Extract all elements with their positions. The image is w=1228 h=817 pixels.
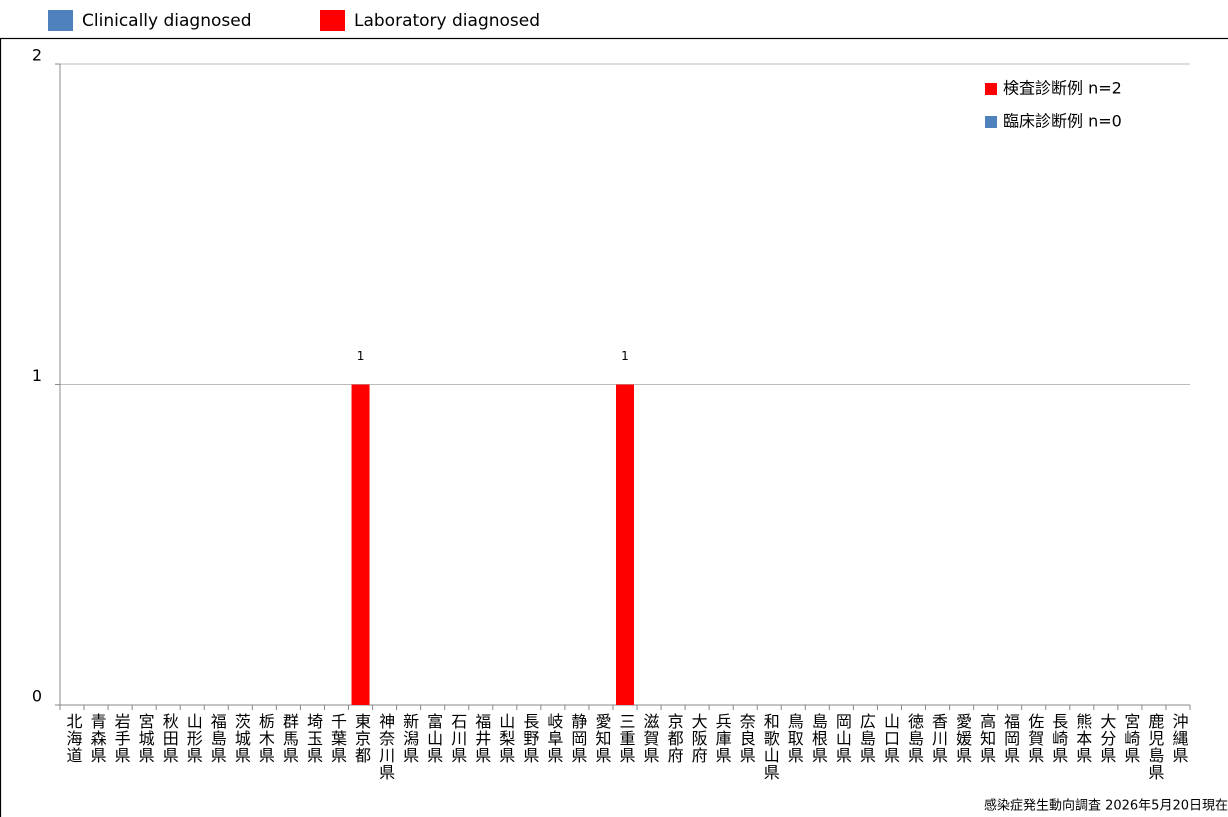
- x-tick-label: 青森県: [88, 713, 107, 764]
- data-label: 1: [621, 349, 629, 363]
- x-tick-label: 長野県: [520, 713, 539, 764]
- x-tick-label: 静岡県: [568, 713, 587, 764]
- inner-legend-swatch: [985, 83, 997, 95]
- x-tick-label: 栃木県: [256, 713, 275, 764]
- x-tick-label: 岡山県: [833, 713, 852, 764]
- x-tick-label: 高知県: [977, 713, 996, 764]
- y-tick-label: 2: [32, 46, 42, 65]
- x-tick-label: 宮城県: [136, 713, 155, 764]
- x-tick-label: 神奈川県: [376, 713, 395, 781]
- data-label: 1: [357, 349, 365, 363]
- inner-legend-swatch: [985, 116, 997, 128]
- x-tick-label: 広島県: [857, 713, 876, 764]
- x-tick-label: 岐阜県: [544, 713, 563, 764]
- x-tick-label: 沖縄県: [1169, 713, 1188, 764]
- x-tick-label: 山口県: [881, 713, 900, 764]
- x-tick-label: 福岡県: [1001, 713, 1020, 764]
- x-tick-label: 鳥取県: [785, 713, 804, 764]
- y-tick-label: 1: [32, 366, 42, 385]
- inner-legend-label: 臨床診断例 n=0: [1003, 112, 1122, 131]
- x-tick-label: 愛媛県: [953, 713, 972, 764]
- x-tick-label: 奈良県: [737, 713, 756, 764]
- x-tick-label: 宮崎県: [1121, 713, 1140, 764]
- x-tick-label: 大分県: [1097, 713, 1116, 764]
- x-tick-label: 福島県: [208, 713, 227, 764]
- x-tick-label: 愛知県: [592, 713, 611, 764]
- x-tick-label: 福井県: [472, 713, 491, 764]
- footnote: 感染症発生動向調査 2026年5月20日現在: [984, 798, 1228, 814]
- x-tick-label: 佐賀県: [1025, 713, 1044, 764]
- x-tick-label: 新潟県: [400, 713, 419, 764]
- x-tick-label: 鹿児島県: [1145, 713, 1164, 781]
- x-tick-label: 長崎県: [1049, 713, 1068, 764]
- x-tick-label: 石川県: [448, 713, 467, 764]
- x-tick-label: 千葉県: [328, 713, 347, 764]
- legend-label: Clinically diagnosed: [82, 11, 252, 31]
- bar: [351, 384, 370, 705]
- bar: [616, 384, 634, 705]
- chart-frame: [0, 37, 1228, 817]
- legend-swatch: [320, 10, 345, 31]
- x-tick-label: 群馬県: [280, 713, 299, 764]
- x-tick-label: 香川県: [929, 713, 948, 764]
- x-tick-label: 島根県: [809, 713, 828, 764]
- x-tick-label: 茨城県: [232, 713, 251, 764]
- x-tick-label: 和歌山県: [761, 713, 780, 781]
- legend-label: Laboratory diagnosed: [354, 11, 540, 31]
- x-tick-label: 兵庫県: [713, 713, 732, 764]
- legend-swatch: [48, 10, 73, 31]
- x-tick-label: 岩手県: [112, 713, 131, 764]
- x-tick-label: 山形県: [184, 713, 203, 764]
- x-tick-label: 富山県: [424, 713, 443, 764]
- x-tick-label: 東京都: [352, 713, 371, 764]
- x-tick-label: 北海道: [64, 713, 83, 764]
- x-tick-label: 徳島県: [905, 713, 924, 764]
- x-tick-label: 山梨県: [496, 713, 515, 764]
- inner-legend-label: 検査診断例 n=2: [1003, 79, 1122, 98]
- x-tick-label: 秋田県: [160, 713, 179, 764]
- y-tick-label: 0: [32, 687, 42, 706]
- x-tick-label: 熊本県: [1073, 713, 1092, 764]
- x-tick-label: 埼玉県: [304, 713, 323, 764]
- x-tick-label: 滋賀県: [641, 713, 660, 764]
- x-tick-label: 三重県: [617, 713, 636, 764]
- x-tick-label: 京都府: [665, 713, 684, 764]
- x-tick-label: 大阪府: [689, 713, 708, 764]
